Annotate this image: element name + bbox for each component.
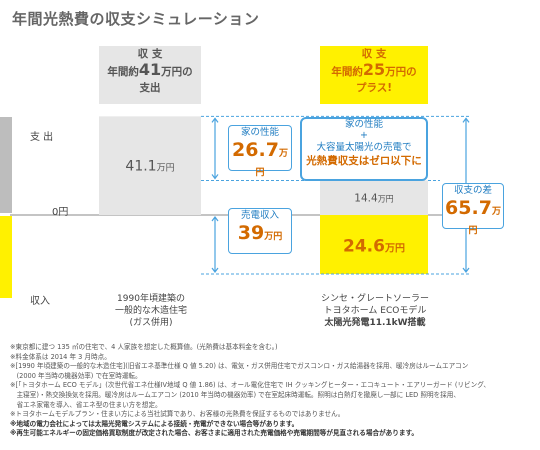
bar-right-income-label: 24.6万円	[343, 237, 405, 257]
right-caption-line1: シンセ・グレートソーラー	[320, 294, 429, 304]
left-header-value: 41	[138, 60, 162, 79]
income-axis-bar	[0, 216, 12, 298]
note-line: ※トヨタホームモデルプラン・住まい方による当社試算であり、お客様の光熱費を保証す…	[10, 410, 345, 419]
performance-label: 家の性能	[240, 127, 279, 138]
right-header-value: 25	[362, 60, 386, 79]
bar-left-value-label: 41.1万円	[125, 159, 174, 175]
left-header-line3: 支出	[139, 82, 161, 94]
performance-unit: 万円	[255, 149, 288, 178]
note-line: (2000 年当時の機器効率) で在室時運転。	[10, 371, 142, 380]
sale-unit: 万円	[264, 232, 283, 242]
sale-arrow	[211, 216, 219, 274]
sale-value: 39	[237, 222, 265, 244]
sale-bubble: 売電収入 39万円	[228, 208, 292, 254]
center-callout: 家の性能 + 大容量太陽光の売電で 光熱費収支はゼロ以下に	[300, 117, 428, 181]
left-header-suffix: 万円の	[161, 66, 193, 78]
right-header-line1: 収 支	[361, 48, 387, 60]
guide-lines	[201, 115, 470, 275]
sale-label: 売電収入	[240, 210, 279, 221]
right-header-prefix: 年間約	[331, 66, 363, 78]
center-line3: 光熱費収支はゼロ以下に	[306, 155, 422, 167]
note-line: 省エネ家電を導入、省エネ型の住まい方を想定。	[10, 400, 162, 409]
center-line1: 家の性能	[344, 119, 383, 130]
left-header-line2: 年間約41万円の	[99, 62, 201, 80]
note-line: 主寝室)・熱交換換気を採用。暖冷房はルームエアコン (2010 年当時の機器効率…	[10, 390, 460, 399]
performance-bubble: 家の性能 26.7万円	[228, 125, 292, 178]
left-caption-line1: 1990年頃建築の	[117, 294, 185, 304]
right-summary-header: 収 支 年間約25万円の プラス!	[320, 46, 428, 104]
diff-unit: 万円	[468, 207, 501, 236]
right-caption-line3: 太陽光発電11.1kW搭載	[324, 318, 426, 328]
note-line: ※地域の電力会社によっては太陽光発電システムによる接続・売電ができない場合等があ…	[10, 419, 299, 428]
right-header-line3: プラス!	[355, 82, 393, 94]
center-plus: +	[360, 130, 368, 141]
left-header-prefix: 年間約	[107, 66, 139, 78]
left-caption-line2: 一般的な木造住宅	[114, 306, 187, 316]
chart-canvas: 41.1万円 14.4万円 24.6万円	[0, 115, 470, 298]
expense-axis-bar	[0, 117, 12, 213]
note-line: ※[「トヨタホーム ECO モデル」(次世代省エネ仕様IV地域 Q 値 1.86…	[10, 381, 490, 390]
note-line: ※再生可能エネルギーの固定価格買取制度が改定された場合、お客さまに適用された売電…	[10, 429, 418, 438]
note-line: ※東京都に建つ 135 ㎡の住宅で、4 人家族を想定した概算値。(光熱費は基本料…	[10, 343, 278, 351]
left-caption-line3: (ガス併用)	[129, 318, 173, 328]
left-caption: 1990年頃建築の 一般的な木造住宅 (ガス併用)	[95, 293, 207, 329]
bar-group: 41.1万円 14.4万円 24.6万円	[99, 116, 428, 275]
left-summary-header: 収 支 年間約41万円の 支出	[99, 46, 201, 104]
expense-row-label: 支 出	[30, 132, 54, 143]
note-line: ※料金体系は 2014 年 3 月時点。	[10, 352, 111, 361]
right-header-suffix: 万円の	[385, 66, 417, 78]
performance-value: 26.7	[232, 139, 279, 161]
footnotes: ※東京都に建つ 135 ㎡の住宅で、4 人家族を想定した概算値。(光熱費は基本料…	[10, 343, 532, 439]
bar-right-expense	[320, 180, 428, 215]
center-line2: 大容量太陽光の売電で	[316, 142, 412, 153]
diff-label: 収支の差	[453, 185, 492, 196]
diff-bubble: 収支の差 65.7万円	[442, 183, 504, 236]
income-row-label: 収入	[30, 296, 50, 307]
bar-left-expense	[99, 116, 201, 215]
right-caption-line2: トヨタホーム ECOモデル	[323, 306, 427, 316]
page-title: 年間光熱費の収支シミュレーション	[12, 10, 260, 28]
performance-arrow	[211, 117, 219, 180]
right-caption: シンセ・グレートソーラー トヨタホーム ECOモデル 太陽光発電11.1kW搭載	[305, 293, 445, 329]
zero-label: 0円	[52, 207, 69, 218]
left-header-line1: 収 支	[137, 48, 163, 60]
bar-right-expense-label: 14.4万円	[354, 193, 393, 205]
right-header-line2: 年間約25万円の	[320, 62, 428, 80]
note-line: ※[1990 年頃建築の一般的な木造住宅](旧省エネ基準仕様 Q 値 5.20)…	[10, 362, 469, 371]
diff-value: 65.7	[445, 197, 492, 219]
bar-right-income	[320, 215, 428, 275]
